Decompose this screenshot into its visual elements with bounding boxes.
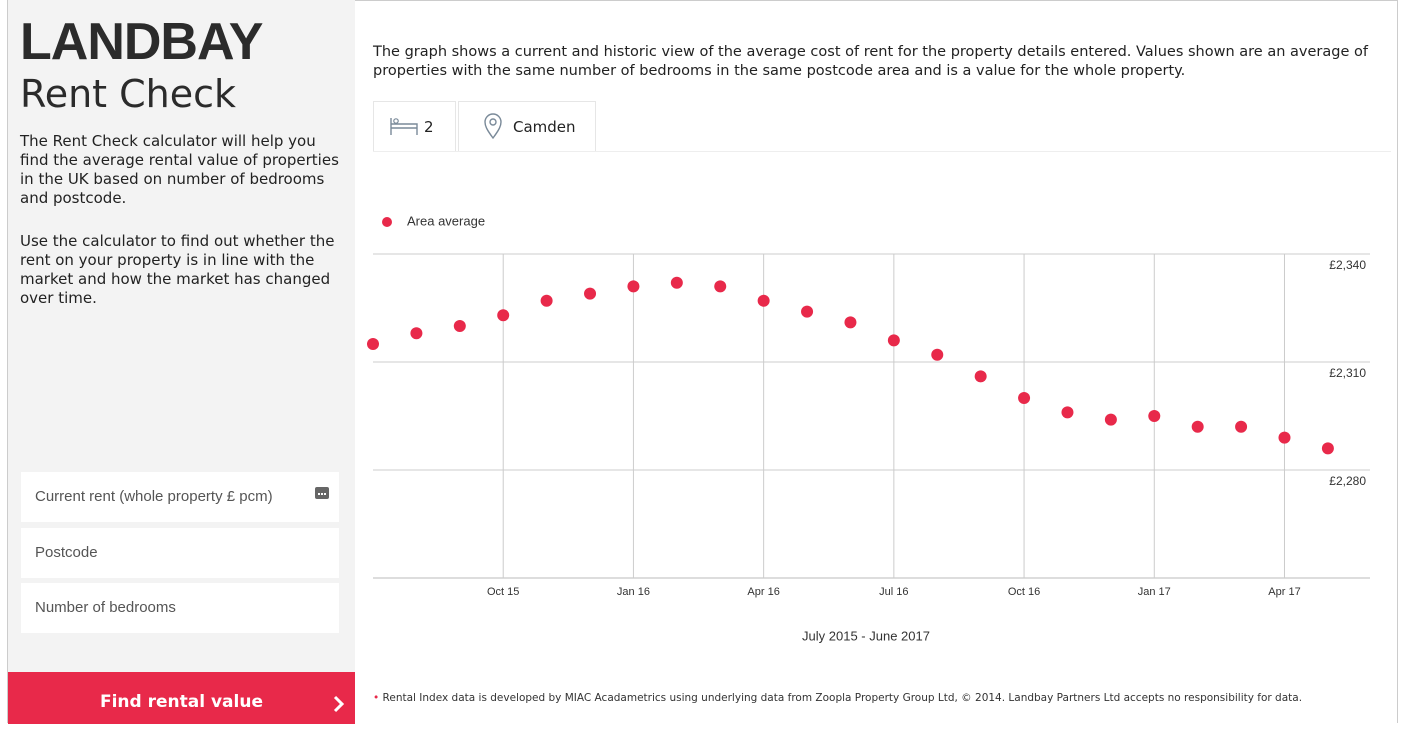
pin-icon [484, 113, 502, 139]
data-point [367, 338, 379, 350]
data-point [887, 334, 900, 347]
divider [373, 151, 1391, 152]
legend-marker [382, 217, 392, 227]
area-tab[interactable]: Camden [458, 101, 596, 151]
x-tick-label: Apr 17 [1268, 586, 1300, 598]
data-point [453, 320, 466, 332]
data-point [497, 309, 510, 322]
data-point [1148, 410, 1161, 422]
data-point [931, 348, 944, 361]
x-tick-label: Oct 15 [487, 586, 519, 598]
postcode-input[interactable]: Postcode [21, 528, 339, 578]
x-tick-label: Apr 16 [747, 586, 779, 598]
placeholder: Number of bedrooms [35, 599, 176, 616]
data-point [1018, 392, 1031, 404]
y-tick-label: £2,340 [1329, 258, 1366, 272]
placeholder: Postcode [35, 544, 98, 561]
footnote-text: Rental Index data is developed by MIAC A… [382, 692, 1303, 704]
data-point [801, 305, 814, 318]
x-axis-label: July 2015 - June 2017 [802, 628, 930, 643]
placeholder: Current rent (whole property £ pcm) [35, 488, 273, 505]
bedrooms-input[interactable]: Number of bedrooms [21, 583, 339, 633]
x-tick-label: Oct 16 [1008, 586, 1040, 598]
footnote: • Rental Index data is developed by MIAC… [373, 692, 1302, 704]
data-point [670, 276, 683, 289]
product-title: Rent Check [20, 72, 237, 116]
data-point [1321, 442, 1334, 455]
y-tick-label: £2,280 [1329, 474, 1366, 488]
bed-icon [390, 118, 418, 135]
bullet: • [373, 692, 380, 704]
find-button[interactable]: Find rental value [8, 672, 355, 724]
data-point [1104, 413, 1117, 426]
intro-text: The Rent Check calculator will help you … [20, 132, 339, 207]
rent-input[interactable]: Current rent (whole property £ pcm) [21, 472, 339, 522]
bedrooms-value: 2 [424, 118, 434, 136]
data-point [714, 280, 727, 293]
y-tick-label: £2,310 [1329, 366, 1366, 380]
logo: LANDBAY [20, 13, 263, 71]
data-point [1235, 420, 1248, 433]
data-point [584, 287, 597, 300]
data-point [757, 294, 770, 307]
chevron [333, 695, 345, 713]
data-point [1278, 431, 1291, 444]
bedrooms-tab[interactable]: 2 [373, 101, 456, 151]
intro-text: Use the calculator to find out whether t… [20, 232, 335, 307]
frame [7, 0, 1398, 723]
data-point [627, 280, 640, 293]
x-tick-label: Jul 16 [879, 586, 908, 598]
data-point [974, 370, 987, 383]
description: The graph shows a current and historic v… [373, 44, 1368, 79]
data-point [1191, 420, 1204, 433]
calculator-icon [315, 487, 329, 499]
x-tick-label: Jan 17 [1138, 586, 1171, 598]
data-point [844, 316, 857, 329]
data-point [410, 327, 423, 340]
sidebar: LANDBAY Rent Check The Rent Check calcul… [8, 0, 355, 724]
legend-label: Area average [407, 213, 485, 228]
data-point [540, 294, 553, 307]
x-tick-label: Jan 16 [617, 586, 650, 598]
area-value: Camden [513, 118, 576, 136]
data-point [1061, 406, 1074, 419]
button-label: Find rental value [99, 692, 263, 712]
